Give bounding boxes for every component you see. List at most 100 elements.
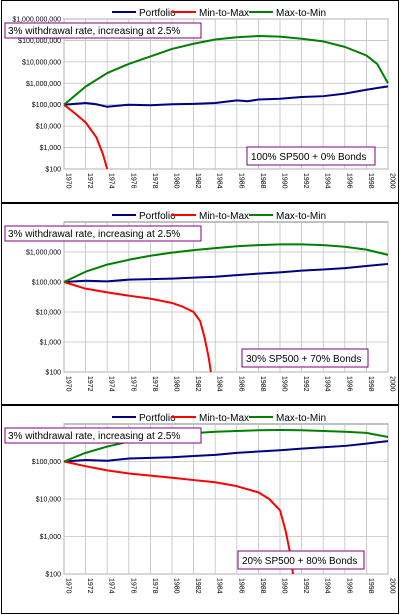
- series-line-min-to-max: [63, 103, 109, 170]
- chart-title: 3% withdrawal rate, increasing at 2.5%: [8, 26, 180, 37]
- x-tick-label: 1988: [259, 173, 266, 189]
- x-tick-label: 1996: [345, 173, 352, 189]
- y-tick-label: $10,000: [36, 497, 61, 504]
- x-tick-label: 1972: [86, 376, 93, 392]
- x-tick-label: 1972: [86, 173, 93, 189]
- legend-label: Portfolio: [139, 8, 176, 19]
- series-line-portfolio: [63, 262, 389, 283]
- x-tick-label: 1994: [324, 376, 331, 392]
- series-line-max-to-min: [63, 243, 389, 283]
- y-tick-label: $100: [45, 572, 61, 579]
- x-tick-label: 1978: [151, 376, 158, 392]
- x-tick-label: 1996: [345, 376, 352, 392]
- allocation-label: 100% SP500 + 0% Bonds: [251, 152, 366, 163]
- legend-label: Portfolio: [139, 413, 176, 424]
- x-tick-label: 1992: [302, 173, 309, 189]
- y-tick-label: $10,000: [36, 124, 61, 131]
- allocation-box: [237, 550, 365, 570]
- series-line-portfolio: [63, 85, 389, 108]
- x-tick-label: 1988: [259, 376, 266, 392]
- x-tick-label: 1974: [108, 376, 115, 392]
- chart-panel-30-sp500: 1970 1972 1974 1976 1978 1980 1982 1984 1986 1988…: [1, 203, 399, 405]
- y-tick-label: $1,000,000: [26, 81, 61, 88]
- x-tick-label: 1974: [108, 173, 115, 189]
- x-tick-label: 1996: [345, 578, 352, 594]
- y-tick-label: $100,000,000: [18, 38, 61, 45]
- allocation-label: 30% SP500 + 70% Bonds: [246, 354, 361, 365]
- x-tick-label: 1984: [216, 376, 223, 392]
- series-line-max-to-min: [63, 429, 389, 463]
- chart-title: 3% withdrawal rate, increasing at 2.5%: [8, 229, 180, 240]
- y-tick-label: $10,000,000: [22, 59, 61, 66]
- x-tick-label: 1992: [302, 376, 309, 392]
- series-line-max-to-min: [63, 35, 389, 106]
- title-box: [4, 22, 202, 39]
- legend-label: Portfolio: [139, 211, 176, 222]
- x-tick-label: 1990: [281, 173, 288, 189]
- x-tick-label: 1980: [173, 173, 180, 189]
- x-tick-label: 1990: [281, 578, 288, 594]
- x-tick-label: 1990: [281, 376, 288, 392]
- x-tick-label: 1976: [129, 173, 136, 189]
- y-tick-label: $1,000: [40, 534, 62, 541]
- x-tick-label: 2000: [389, 173, 396, 189]
- allocation-box: [241, 348, 369, 368]
- y-tick-label: $100,000: [32, 459, 61, 466]
- y-tick-label: $10,000: [36, 310, 61, 317]
- x-tick-label: 1998: [367, 578, 374, 594]
- y-tick-label: $100: [45, 167, 61, 174]
- x-tick-label: 1988: [259, 578, 266, 594]
- y-tick-label: $1,000: [40, 145, 62, 152]
- x-tick-label: 1980: [173, 578, 180, 594]
- chart-svg: 1970 1972 1974 1976 1978 1980 1982 1984 1986 1988…: [4, 8, 396, 189]
- x-tick-label: 1976: [129, 376, 136, 392]
- chart-panel-20-sp500: 1970 1972 1974 1976 1978 1980 1982 1984 1986 1988…: [1, 405, 399, 614]
- x-tick-label: 1986: [237, 173, 244, 189]
- x-tick-label: 1998: [367, 173, 374, 189]
- legend-label: Min-to-Max: [199, 8, 249, 19]
- chart-svg: 1970 1972 1974 1976 1978 1980 1982 1984 1986 1988…: [4, 413, 396, 594]
- x-tick-label: 1984: [216, 578, 223, 594]
- x-tick-label: 1980: [173, 376, 180, 392]
- chart-panel-100-sp500: 1970 1972 1974 1976 1978 1980 1982 1984 1986 1988…: [1, 0, 399, 203]
- x-tick-label: 1970: [65, 173, 72, 189]
- allocation-box: [246, 146, 376, 166]
- legend-label: Min-to-Max: [199, 211, 249, 222]
- x-tick-label: 2000: [389, 578, 396, 594]
- x-tick-label: 1984: [216, 173, 223, 189]
- series-line-min-to-max: [63, 281, 212, 373]
- x-tick-label: 1994: [324, 173, 331, 189]
- y-tick-label: $1,000,000: [26, 250, 61, 257]
- series-line-min-to-max: [63, 460, 294, 575]
- title-box: [4, 427, 202, 444]
- series-line-portfolio: [63, 440, 389, 463]
- chart-title: 3% withdrawal rate, increasing at 2.5%: [8, 431, 180, 442]
- x-tick-label: 1970: [65, 376, 72, 392]
- x-tick-label: 1986: [237, 376, 244, 392]
- y-tick-label: $100: [45, 370, 61, 377]
- x-tick-label: 1970: [65, 578, 72, 594]
- y-tick-label: $1,000: [40, 340, 62, 347]
- legend-label: Max-to-Min: [276, 8, 326, 19]
- x-tick-label: 1992: [302, 578, 309, 594]
- allocation-label: 20% SP500 + 80% Bonds: [242, 556, 357, 567]
- y-tick-label: $1,000,000,000: [12, 17, 61, 24]
- x-tick-label: 1994: [324, 578, 331, 594]
- x-tick-label: 1972: [86, 578, 93, 594]
- chart-svg: 1970 1972 1974 1976 1978 1980 1982 1984 1986 1988…: [4, 211, 396, 392]
- x-tick-label: 1982: [194, 173, 201, 189]
- x-tick-label: 1978: [151, 578, 158, 594]
- title-box: [4, 225, 202, 242]
- x-tick-label: 1978: [151, 173, 158, 189]
- y-tick-label: $100,000: [32, 102, 61, 109]
- x-tick-label: 1982: [194, 376, 201, 392]
- y-tick-label: $100,000: [32, 280, 61, 287]
- legend-label: Max-to-Min: [276, 211, 326, 222]
- x-tick-label: 1982: [194, 578, 201, 594]
- legend-label: Max-to-Min: [276, 413, 326, 424]
- x-tick-label: 1974: [108, 578, 115, 594]
- x-tick-label: 1998: [367, 376, 374, 392]
- legend-label: Min-to-Max: [199, 413, 249, 424]
- x-tick-label: 1976: [129, 578, 136, 594]
- x-tick-label: 1986: [237, 578, 244, 594]
